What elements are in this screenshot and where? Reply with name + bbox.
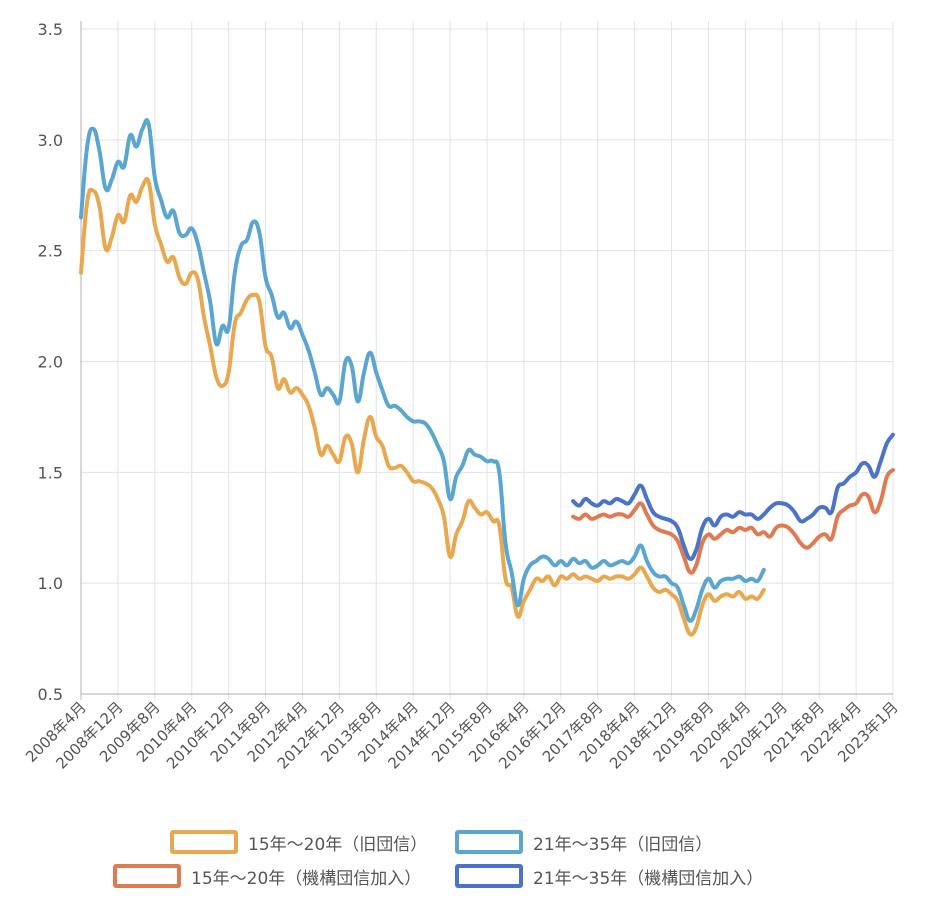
- y-tick-label: 2.0: [38, 353, 63, 372]
- legend-label: 15年〜20年（旧団信）: [248, 835, 427, 855]
- legend-label: 15年〜20年（機構団信加入）: [191, 869, 421, 889]
- y-axis: 3.5 3.0 2.5 2.0 1.5 1.0 0.5: [38, 20, 82, 704]
- y-tick-label: 1.5: [38, 463, 63, 482]
- legend: 15年〜20年（旧団信） 21年〜35年（旧団信） 15年〜20年（機構団信加入） 2…: [113, 830, 763, 889]
- series-line-2: [79, 118, 766, 623]
- legend-swatch: [113, 864, 181, 888]
- series-line-3: [571, 468, 895, 575]
- y-tick-label: 0.5: [38, 685, 63, 704]
- y-tick-label: 3.5: [38, 20, 63, 39]
- series-line-1: [79, 176, 766, 637]
- legend-label: 21年〜35年（旧団信）: [533, 835, 712, 855]
- legend-label: 21年〜35年（機構団信加入）: [533, 869, 763, 889]
- series-line-4: [571, 432, 895, 561]
- legend-swatch: [455, 830, 523, 854]
- legend-swatch: [455, 864, 523, 888]
- y-tick-label: 3.0: [38, 131, 63, 150]
- grid: [80, 21, 894, 700]
- y-tick-label: 2.5: [38, 242, 63, 261]
- y-tick-label: 1.0: [38, 574, 63, 593]
- series-lines: [79, 118, 895, 637]
- legend-swatch: [170, 830, 238, 854]
- x-axis: 2008年4月2008年12月2009年8月2010年4月2010年12月201…: [22, 693, 902, 773]
